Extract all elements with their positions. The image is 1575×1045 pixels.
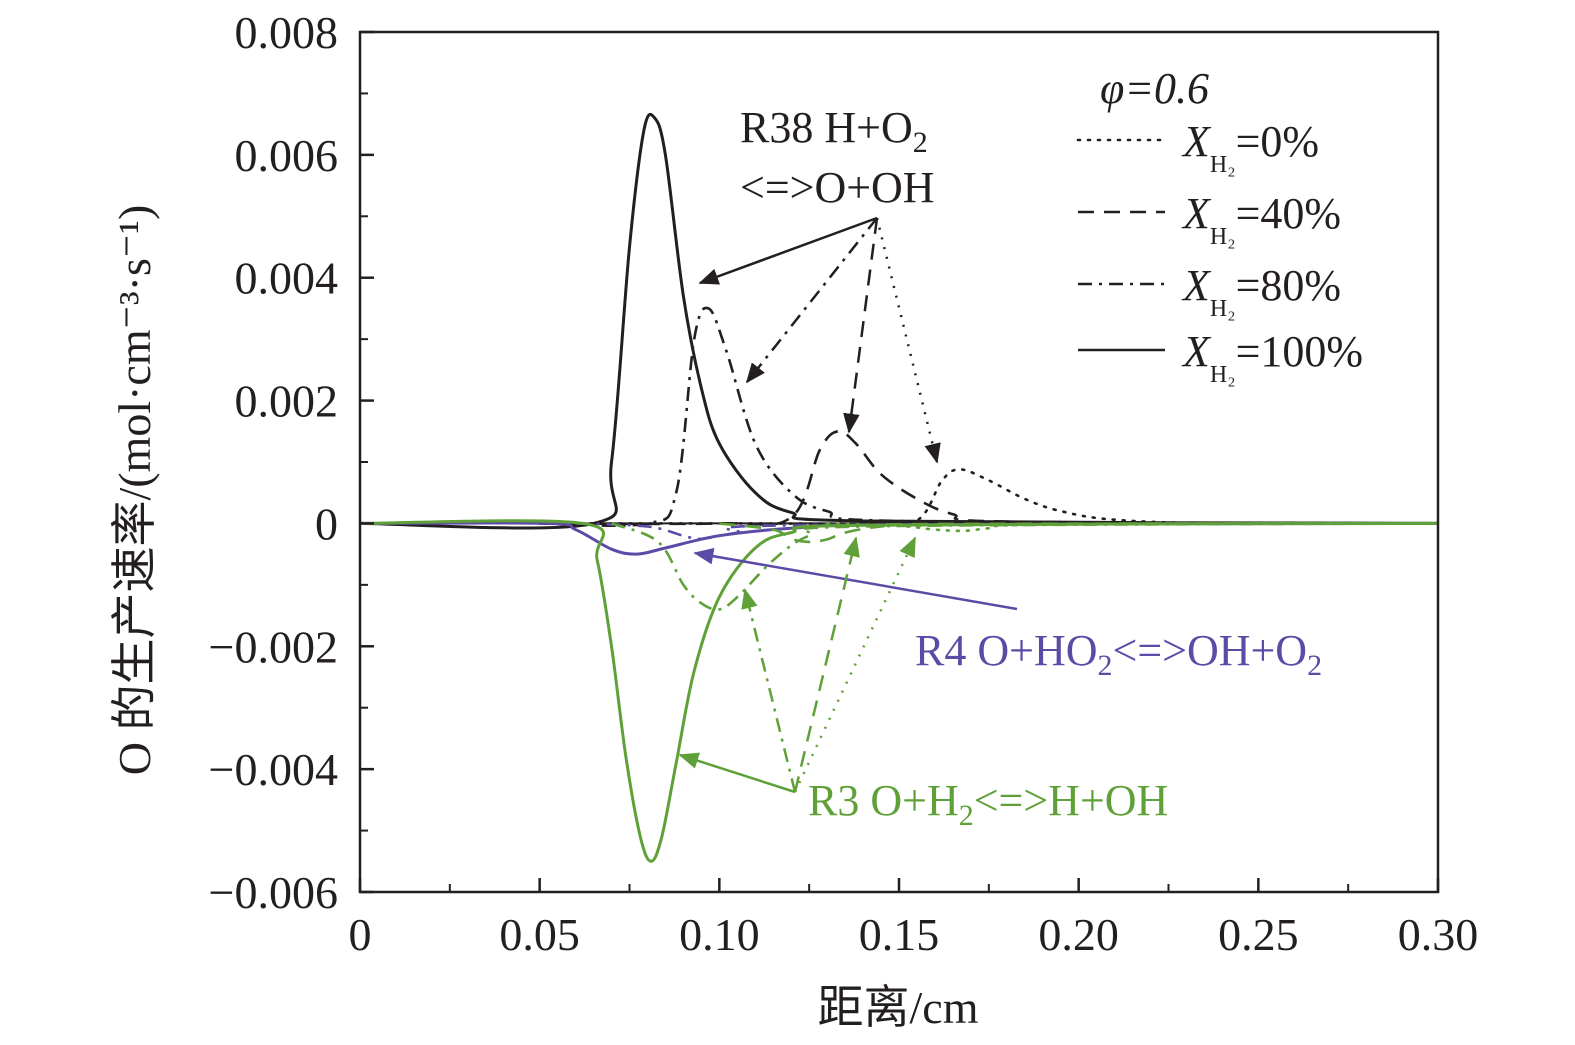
series-line-r3-dashed: [719, 522, 1439, 544]
legend-label: XH₂=0%: [1181, 117, 1319, 178]
y-tick-label: 0.008: [235, 7, 339, 58]
arrow-r3-solid: [678, 752, 796, 794]
arrow-r3-dashdot: [741, 588, 797, 793]
x-tick-label: 0.30: [1398, 909, 1479, 960]
y-tick-label: −0.004: [209, 744, 338, 795]
legend-label: XH₂=40%: [1181, 189, 1341, 250]
y-tick-label: 0.004: [235, 253, 339, 304]
arrow-r38-dashed: [843, 217, 879, 434]
x-tick-label: 0.15: [859, 909, 940, 960]
x-tick-label: 0.20: [1038, 909, 1119, 960]
annotation-arrows: [678, 216, 1018, 794]
y-tick-label: −0.002: [209, 621, 338, 672]
series-line-r38-solid: [359, 112, 1439, 530]
series-line-r38-dashed: [539, 429, 1439, 526]
series-line-r38-dotted: [538, 468, 1440, 526]
arrow-r3-dashed: [793, 536, 860, 793]
legend-label: XH₂=100%: [1181, 327, 1363, 388]
annotation-r38-line2: <=>O+OH: [740, 163, 935, 212]
arrow-r38-dashdot: [745, 217, 878, 384]
arrow-r4: [693, 547, 1018, 611]
x-axis-title: 距离/cm: [818, 982, 979, 1033]
legend-header: φ=0.6: [1100, 64, 1209, 113]
arrow-r38-dotted: [875, 217, 941, 464]
x-tick-label: 0.05: [499, 909, 580, 960]
y-tick-label: 0: [315, 498, 338, 549]
annotation-r3: R3 O+H2<=>H+OH: [808, 776, 1168, 832]
legend-label: XH₂=80%: [1181, 261, 1341, 322]
annotation-r38-line1: R38 H+O2: [740, 103, 928, 159]
legend: φ=0.6 XH₂=0% XH₂=40% XH₂=80%XH₂=100%: [1076, 64, 1363, 388]
y-tick-label: 0.006: [235, 130, 339, 181]
arrow-r3-dotted: [793, 536, 917, 793]
series-line-r3-solid: [359, 519, 1439, 863]
y-tick-label: −0.006: [209, 867, 338, 918]
x-tick-label: 0.25: [1218, 909, 1299, 960]
y-tick-label: 0.002: [235, 376, 339, 427]
x-tick-label: 0.10: [679, 909, 760, 960]
x-tick-label: 0: [349, 909, 372, 960]
series-line-r3-dashdot: [611, 522, 1439, 611]
arrow-r38-solid: [698, 216, 878, 285]
y-axis-title: O 的生产速率/(mol·cm⁻³·s⁻¹): [109, 205, 160, 776]
annotation-r4: R4 O+HO2<=>OH+O2: [915, 626, 1322, 682]
axis-ticks: 0 0.05 0.10 0.15 0.20 0.25 0.30 0.008 0.006 0.004…: [209, 7, 1479, 960]
series-lines: [359, 112, 1440, 863]
